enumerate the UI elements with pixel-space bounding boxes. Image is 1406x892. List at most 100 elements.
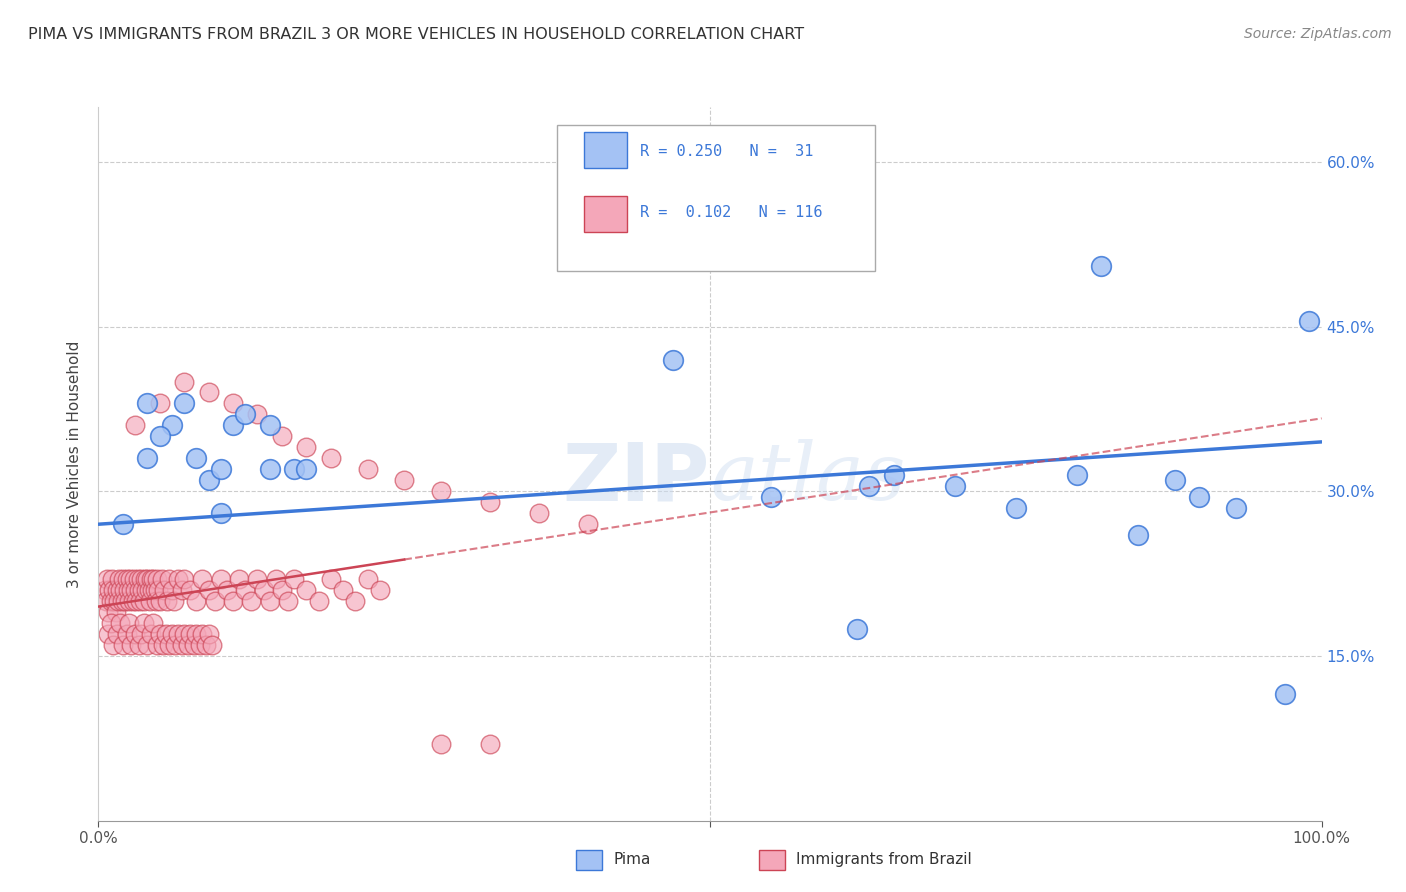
Point [101,638,124,652]
Point [138,583,160,598]
Point [283,462,305,476]
Text: ZIP: ZIP [562,439,710,517]
Point [139,572,162,586]
Point [259,418,281,433]
Point [478,495,501,509]
Point [129,627,152,641]
Point [124,627,146,641]
Point [142,615,165,630]
Point [124,418,146,433]
Point [127,572,149,586]
Point [233,408,256,422]
Point [105,627,128,641]
Point [332,583,354,598]
Point [148,583,170,598]
Point [368,583,391,598]
Point [319,572,342,586]
Point [356,462,378,476]
Point [165,638,187,652]
Text: Immigrants from Brazil: Immigrants from Brazil [796,853,972,867]
Text: PIMA VS IMMIGRANTS FROM BRAZIL 3 OR MORE VEHICLES IN HOUSEHOLD CORRELATION CHART: PIMA VS IMMIGRANTS FROM BRAZIL 3 OR MORE… [28,27,804,42]
Point [149,429,172,443]
Point [204,594,226,608]
Point [527,506,550,520]
Point [201,638,224,652]
Point [139,594,162,608]
Point [308,594,330,608]
Point [233,583,256,598]
Point [152,638,174,652]
Point [167,572,190,586]
Point [430,737,453,751]
Point [1090,259,1112,273]
Point [246,408,269,422]
Point [111,638,134,652]
Point [761,490,783,504]
Point [209,506,232,520]
Point [96,572,118,586]
Point [197,385,219,400]
Point [156,594,179,608]
Point [197,627,219,641]
Point [222,396,245,410]
Point [128,583,150,598]
Point [125,594,148,608]
Point [430,484,453,499]
Point [100,594,122,608]
Point [173,396,195,410]
Point [142,572,165,586]
Point [117,583,139,598]
Text: R =  0.102   N = 116: R = 0.102 N = 116 [640,205,823,219]
Point [146,638,169,652]
Point [160,418,183,433]
Text: Source: ZipAtlas.com: Source: ZipAtlas.com [1244,27,1392,41]
Point [264,572,287,586]
Point [121,594,143,608]
Point [97,627,120,641]
Point [111,517,134,532]
Text: atlas: atlas [710,440,905,516]
Point [1274,687,1296,701]
Point [136,451,159,466]
Point [1188,490,1211,504]
FancyBboxPatch shape [557,125,875,271]
Point [1128,528,1150,542]
Point [145,594,167,608]
Point [141,583,163,598]
Point [107,594,129,608]
Point [173,572,195,586]
Point [135,583,157,598]
Point [1164,473,1187,487]
Point [100,615,122,630]
Point [124,583,146,598]
Point [101,572,124,586]
Point [108,572,131,586]
Point [576,517,599,532]
Point [157,638,180,652]
Point [111,572,134,586]
Point [153,583,176,598]
Text: Pima: Pima [613,853,651,867]
Point [98,583,121,598]
Point [160,627,183,641]
Point [122,572,145,586]
Point [1066,467,1088,482]
Point [259,594,281,608]
Point [277,594,299,608]
Point [118,615,141,630]
Point [163,594,186,608]
Point [197,473,219,487]
Point [129,594,152,608]
Point [356,572,378,586]
Point [118,594,141,608]
Point [114,594,136,608]
Point [149,627,172,641]
Point [240,594,263,608]
Point [160,583,183,598]
Point [170,583,193,598]
Point [186,594,208,608]
Point [1225,500,1247,515]
Point [120,572,142,586]
Point [132,594,155,608]
Point [136,572,159,586]
